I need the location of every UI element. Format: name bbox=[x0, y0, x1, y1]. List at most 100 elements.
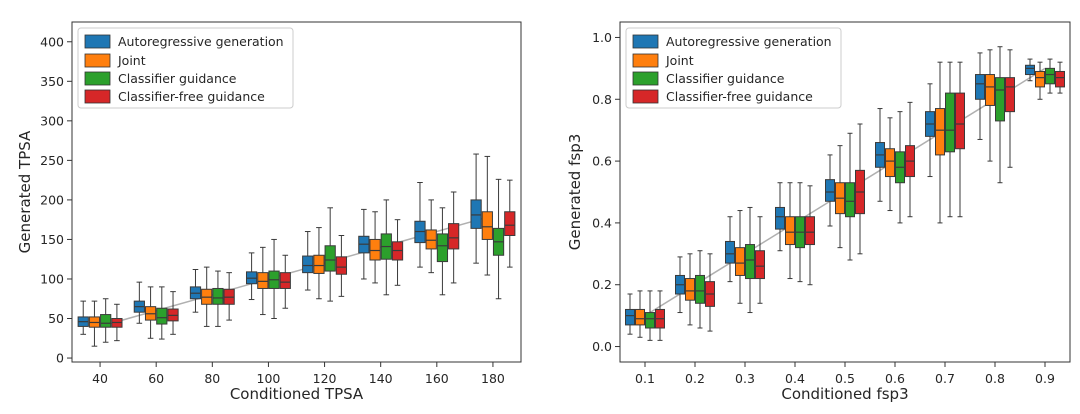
tpsa-y-tick-label: 400 bbox=[40, 34, 64, 49]
tpsa-x-tick-label: 60 bbox=[148, 371, 164, 386]
fsp3-boxes bbox=[625, 46, 1065, 341]
tpsa-box-body bbox=[212, 287, 224, 305]
tpsa-box-classifier bbox=[156, 286, 168, 340]
tpsa-box-joint bbox=[313, 227, 325, 300]
tpsa-y-tick-label: 100 bbox=[40, 271, 64, 286]
tpsa-box-autoregressive bbox=[358, 208, 370, 280]
tpsa-box-body bbox=[302, 255, 314, 274]
tpsa-y-tick-label: 0 bbox=[56, 351, 64, 366]
fsp3-y-tick-label: 0.6 bbox=[592, 154, 612, 169]
fsp3-box-body bbox=[755, 250, 765, 280]
fsp3-box-autoregressive bbox=[925, 83, 935, 178]
fsp3-box-classifier bbox=[895, 111, 905, 224]
tpsa-box-cfg bbox=[448, 191, 460, 284]
fsp3-box-body bbox=[1035, 70, 1045, 88]
fsp3-y-tick-label: 0.4 bbox=[592, 215, 612, 230]
fsp3-box-autoregressive bbox=[1025, 58, 1035, 82]
tpsa-box-joint bbox=[201, 266, 213, 327]
fsp3-x-tick-label: 0.2 bbox=[685, 371, 705, 386]
fsp3-x-tick-label: 0.1 bbox=[635, 371, 655, 386]
tpsa-x-tick-label: 140 bbox=[369, 371, 393, 386]
fsp3-legend-swatch-classifier bbox=[632, 71, 659, 86]
fsp3-box-autoregressive bbox=[675, 256, 685, 314]
fsp3-box-body bbox=[805, 216, 815, 246]
fsp3-box-classifier bbox=[695, 250, 705, 329]
tpsa-x-tick-label: 80 bbox=[204, 371, 220, 386]
fsp3-legend-label-cfg: Classifier-free guidance bbox=[666, 89, 813, 104]
tpsa-box-autoregressive bbox=[302, 231, 314, 291]
tpsa-boxes bbox=[77, 153, 516, 347]
fsp3-box-classifier bbox=[845, 132, 855, 261]
tpsa-y-tick-label: 50 bbox=[48, 311, 64, 326]
fsp3-x-tick-label: 0.6 bbox=[885, 371, 905, 386]
fsp3-x-tick-label: 0.3 bbox=[735, 371, 755, 386]
tpsa-legend-label-joint: Joint bbox=[117, 53, 146, 68]
tpsa-box-joint bbox=[144, 286, 157, 339]
tpsa-x-tick-label: 160 bbox=[425, 371, 449, 386]
tpsa-box-autoregressive bbox=[77, 300, 89, 335]
tpsa-box-classifier bbox=[100, 298, 112, 343]
fsp3-box-autoregressive bbox=[775, 182, 785, 252]
tpsa-box-joint bbox=[481, 155, 493, 276]
fsp3-box-cfg bbox=[655, 290, 665, 341]
tpsa-x-tick-label: 120 bbox=[313, 371, 337, 386]
tpsa-box-joint bbox=[257, 246, 269, 316]
fsp3-box-classifier bbox=[995, 46, 1005, 184]
fsp3-y-tick-label: 0.0 bbox=[592, 339, 612, 354]
fsp3-box-body bbox=[745, 244, 755, 280]
tpsa-legend-label-autoregressive: Autoregressive generation bbox=[118, 34, 284, 49]
tpsa-y-axis-label: Generated TPSA bbox=[16, 130, 34, 253]
fsp3-box-autoregressive bbox=[625, 293, 635, 335]
fsp3-legend-swatch-cfg bbox=[632, 89, 659, 104]
tpsa-box-joint bbox=[425, 199, 437, 274]
tpsa-legend-swatch-joint bbox=[84, 53, 111, 68]
fsp3-box-classifier bbox=[795, 182, 805, 283]
tpsa-box-body bbox=[156, 307, 168, 325]
fsp3-y-tick-label: 0.2 bbox=[592, 277, 612, 292]
fsp3-y-tick-label: 0.8 bbox=[592, 92, 612, 107]
fsp3-box-body bbox=[825, 179, 835, 202]
fsp3-chart: Conditioned fsp3 Generated fsp3 0.00.20.… bbox=[566, 21, 1071, 403]
tpsa-box-body bbox=[313, 254, 325, 274]
tpsa-box-classifier bbox=[212, 270, 224, 327]
fsp3-box-body bbox=[625, 308, 635, 326]
fsp3-box-body bbox=[785, 216, 795, 246]
tpsa-legend-swatch-autoregressive bbox=[84, 34, 111, 49]
tpsa-plot-frame bbox=[71, 21, 522, 363]
fsp3-legend-label-classifier: Classifier guidance bbox=[666, 71, 785, 86]
tpsa-legend-label-classifier: Classifier guidance bbox=[118, 71, 237, 86]
tpsa-box-cfg bbox=[279, 254, 291, 309]
fsp3-box-cfg bbox=[855, 123, 865, 255]
tpsa-box-body bbox=[436, 233, 449, 263]
fsp3-legend-label-joint: Joint bbox=[665, 53, 694, 68]
fsp3-box-body bbox=[725, 240, 735, 264]
fsp3-box-body bbox=[985, 74, 995, 106]
fsp3-box-cfg bbox=[1055, 61, 1065, 94]
fsp3-box-body bbox=[1045, 67, 1055, 85]
fsp3-box-body bbox=[945, 92, 955, 153]
tpsa-box-joint bbox=[88, 300, 101, 347]
fsp3-box-body bbox=[845, 182, 855, 218]
tpsa-y-tick-label: 200 bbox=[40, 192, 64, 207]
tpsa-box-autoregressive bbox=[245, 252, 258, 301]
fsp3-x-tick-label: 0.9 bbox=[1035, 371, 1055, 386]
fsp3-legend-swatch-autoregressive bbox=[632, 34, 659, 49]
fsp3-box-cfg bbox=[705, 253, 715, 332]
fsp3-box-classifier bbox=[945, 61, 955, 218]
fsp3-box-classifier bbox=[745, 206, 755, 314]
tpsa-x-tick-label: 100 bbox=[257, 371, 281, 386]
fsp3-x-ticks: 0.1 0.2 0.3 0.4 0.5 0.6 0.7 0.8 0.9 bbox=[635, 362, 1055, 386]
tpsa-legend-swatch-cfg bbox=[84, 89, 111, 104]
tpsa-legend: Autoregressive generation Joint Classifi… bbox=[77, 27, 294, 109]
tpsa-y-ticks: 0 50 100 150 200 250 300 350 400 bbox=[40, 34, 72, 366]
fsp3-box-body bbox=[1055, 70, 1065, 88]
fsp3-box-joint bbox=[635, 290, 645, 338]
tpsa-y-tick-label: 150 bbox=[40, 232, 64, 247]
fsp3-box-body bbox=[695, 274, 705, 304]
fsp3-x-tick-label: 0.8 bbox=[985, 371, 1005, 386]
tpsa-legend-swatch-classifier bbox=[84, 71, 111, 86]
tpsa-box-body bbox=[279, 272, 291, 289]
fsp3-box-body bbox=[1005, 77, 1015, 113]
fsp3-box-cfg bbox=[1005, 49, 1015, 168]
